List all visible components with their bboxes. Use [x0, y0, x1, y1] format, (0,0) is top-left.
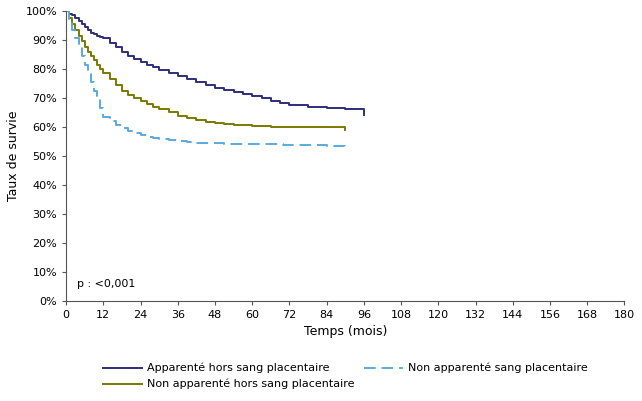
Y-axis label: Taux de survie: Taux de survie [7, 111, 20, 201]
X-axis label: Temps (mois): Temps (mois) [304, 325, 387, 338]
Text: p : <0,001: p : <0,001 [77, 279, 135, 289]
Legend: Apparenté hors sang placentaire, Non apparenté hors sang placentaire, Non appare: Apparenté hors sang placentaire, Non app… [98, 358, 593, 394]
